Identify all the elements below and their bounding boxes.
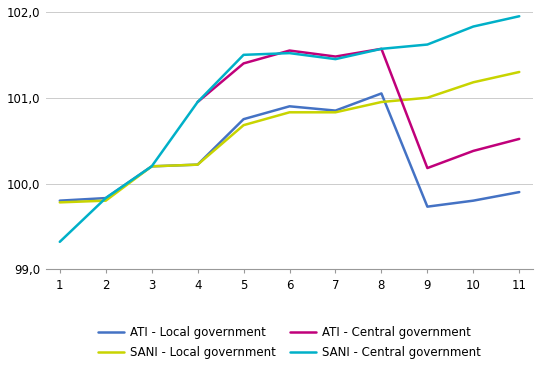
- ATI - Local government: [470, 199, 477, 203]
- ATI - Central government: [286, 48, 293, 53]
- Line: ATI - Local government: ATI - Local government: [60, 94, 519, 207]
- SANI - Local government: [57, 200, 63, 205]
- ATI - Local government: [194, 162, 201, 167]
- SANI - Local government: [470, 80, 477, 85]
- SANI - Local government: [286, 110, 293, 114]
- ATI - Local government: [103, 196, 109, 200]
- ATI - Central government: [332, 54, 339, 59]
- SANI - Local government: [194, 162, 201, 167]
- ATI - Central government: [240, 61, 247, 66]
- ATI - Local government: [286, 104, 293, 108]
- SANI - Local government: [516, 70, 523, 74]
- ATI - Central government: [516, 137, 523, 141]
- SANI - Central government: [103, 196, 109, 200]
- SANI - Central government: [332, 57, 339, 61]
- ATI - Local government: [378, 91, 384, 96]
- SANI - Local government: [103, 199, 109, 203]
- SANI - Central government: [57, 240, 63, 244]
- SANI - Central government: [516, 14, 523, 18]
- Legend: ATI - Local government, SANI - Local government, ATI - Central government, SANI : ATI - Local government, SANI - Local gov…: [93, 322, 485, 364]
- SANI - Local government: [148, 164, 155, 169]
- SANI - Central government: [148, 164, 155, 169]
- SANI - Local government: [332, 110, 339, 114]
- SANI - Local government: [378, 100, 384, 104]
- Line: SANI - Local government: SANI - Local government: [60, 72, 519, 202]
- ATI - Central government: [378, 47, 384, 51]
- Line: ATI - Central government: ATI - Central government: [198, 49, 519, 168]
- ATI - Local government: [240, 117, 247, 122]
- SANI - Central government: [194, 100, 201, 104]
- SANI - Central government: [286, 51, 293, 55]
- ATI - Central government: [194, 100, 201, 104]
- ATI - Local government: [332, 108, 339, 113]
- ATI - Local government: [148, 164, 155, 169]
- ATI - Local government: [516, 190, 523, 194]
- SANI - Local government: [240, 123, 247, 128]
- Line: SANI - Central government: SANI - Central government: [60, 16, 519, 242]
- SANI - Central government: [240, 53, 247, 57]
- ATI - Central government: [470, 148, 477, 153]
- SANI - Central government: [378, 47, 384, 51]
- SANI - Local government: [424, 95, 430, 100]
- SANI - Central government: [470, 24, 477, 29]
- SANI - Central government: [424, 42, 430, 47]
- ATI - Central government: [424, 166, 430, 170]
- ATI - Local government: [424, 205, 430, 209]
- ATI - Local government: [57, 199, 63, 203]
